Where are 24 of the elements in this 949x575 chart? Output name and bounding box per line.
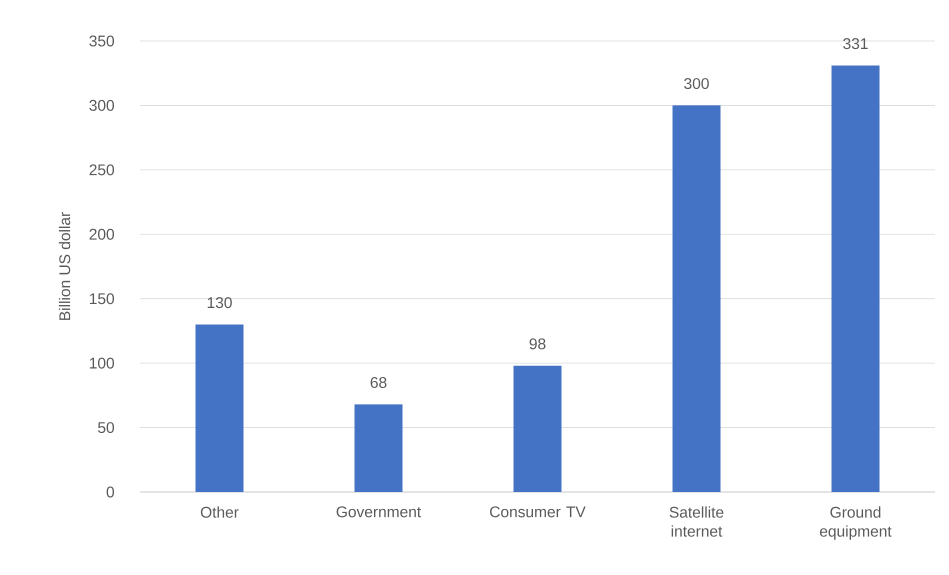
bar [514, 366, 562, 492]
y-tick-label: 350 [89, 35, 114, 46]
bar [196, 324, 244, 492]
y-tick-label: 300 [89, 100, 114, 111]
bar [354, 404, 403, 492]
x-tick-label: Other [200, 506, 239, 518]
data-label: 300 [684, 78, 709, 90]
data-label: 130 [208, 297, 232, 308]
y-tick-label: 100 [90, 358, 114, 369]
y-tick-label: 0 [106, 486, 114, 498]
y-tick-label: 150 [90, 293, 114, 304]
y-tick-label: 50 [98, 422, 114, 434]
y-tick-label: 200 [90, 228, 114, 240]
x-tick-label: Ground equipment [820, 506, 892, 540]
x-tick-label: Satellite internet [670, 506, 724, 537]
data-label: 98 [530, 338, 546, 350]
y-tick-label: 250 [90, 164, 114, 176]
data-label: 331 [843, 38, 868, 50]
data-label: 68 [370, 377, 386, 388]
bar [832, 65, 880, 492]
y-axis-title: Billion US dollar [58, 212, 70, 320]
x-tick-label: Government [336, 506, 422, 518]
x-tick-label: Consumer TV [490, 506, 586, 518]
bar [672, 105, 721, 492]
